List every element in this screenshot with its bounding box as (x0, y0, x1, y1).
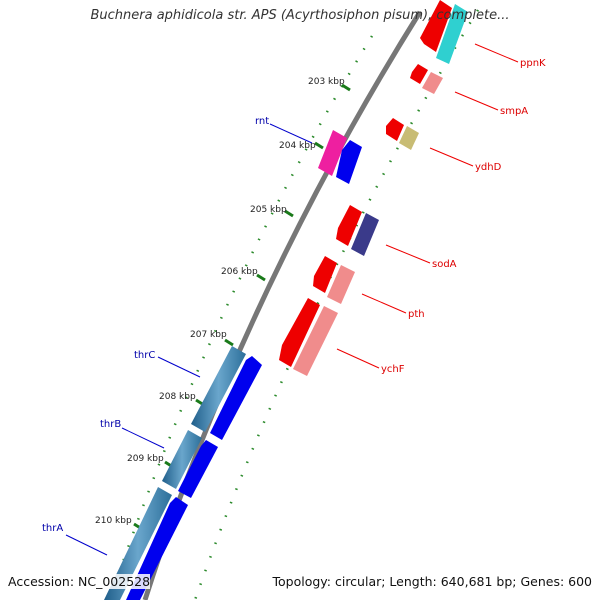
gene-rnt-cds[interactable] (318, 130, 347, 176)
gene-ppnK[interactable] (420, 0, 452, 52)
gene-label-ppnK: ppnK (520, 58, 546, 69)
gene-ychF-cds[interactable] (293, 306, 338, 376)
gc-track-outer (193, 9, 480, 600)
reverse-gene-labels: ppnK smpA ydhD sodA pth ychF (381, 58, 546, 375)
scale-label: 205 kbp (250, 205, 287, 215)
accession-label: Accession: NC_002528 (8, 574, 151, 589)
map-title: Buchnera aphidicola str. APS (Acyrthosip… (90, 8, 510, 23)
gene-ychF[interactable] (279, 298, 320, 367)
genome-backbone (142, 10, 423, 600)
gene-pth-cds[interactable] (327, 265, 355, 304)
gene-thrB-cds[interactable] (162, 430, 202, 489)
gene-ppnK-cds[interactable] (436, 4, 468, 64)
gene-label-rnt: rnt (255, 116, 269, 127)
reverse-label-leaders (336, 43, 519, 369)
scale-label: 207 kbp (190, 330, 227, 340)
gene-sodA[interactable] (336, 205, 362, 246)
gene-ydhD[interactable] (386, 118, 404, 141)
scale-label: 204 kbp (279, 141, 316, 151)
topology-summary: Topology: circular; Length: 640,681 bp; … (272, 574, 592, 589)
gene-smpA[interactable] (410, 64, 428, 84)
gene-label-ychF: ychF (381, 364, 405, 375)
forward-gene-labels: rnt thrC thrB thrA (42, 116, 269, 534)
scale-label: 210 kbp (95, 516, 132, 526)
gene-label-thrB: thrB (100, 419, 121, 430)
gene-smpA-cds[interactable] (422, 72, 443, 94)
gene-label-pth: pth (408, 309, 425, 320)
gene-label-thrA: thrA (42, 523, 63, 534)
gene-thrC-cds[interactable] (191, 346, 246, 432)
gene-label-thrC: thrC (134, 350, 155, 361)
scale-label: 208 kbp (159, 392, 196, 402)
gene-thrB[interactable] (178, 440, 218, 498)
scale-ticks (133, 83, 351, 531)
reverse-strand-genes (279, 0, 468, 376)
scale-label: 206 kbp (221, 267, 258, 277)
forward-label-leaders (65, 123, 313, 556)
gene-thrC[interactable] (210, 356, 262, 440)
gene-sodA-cds[interactable] (351, 213, 379, 256)
scale-labels: 203 kbp 204 kbp 205 kbp 206 kbp 207 kbp … (95, 77, 345, 526)
gene-pth[interactable] (313, 256, 337, 293)
scale-label: 209 kbp (127, 454, 164, 464)
gene-thrA-cds[interactable] (104, 487, 172, 600)
gene-rnt[interactable] (336, 140, 362, 184)
gene-label-sodA: sodA (432, 259, 457, 270)
forward-strand-genes (104, 130, 362, 600)
gene-label-smpA: smpA (500, 106, 528, 117)
gene-label-ydhD: ydhD (475, 162, 502, 173)
scale-label: 203 kbp (308, 77, 345, 87)
gene-ydhD-cds[interactable] (399, 126, 419, 150)
